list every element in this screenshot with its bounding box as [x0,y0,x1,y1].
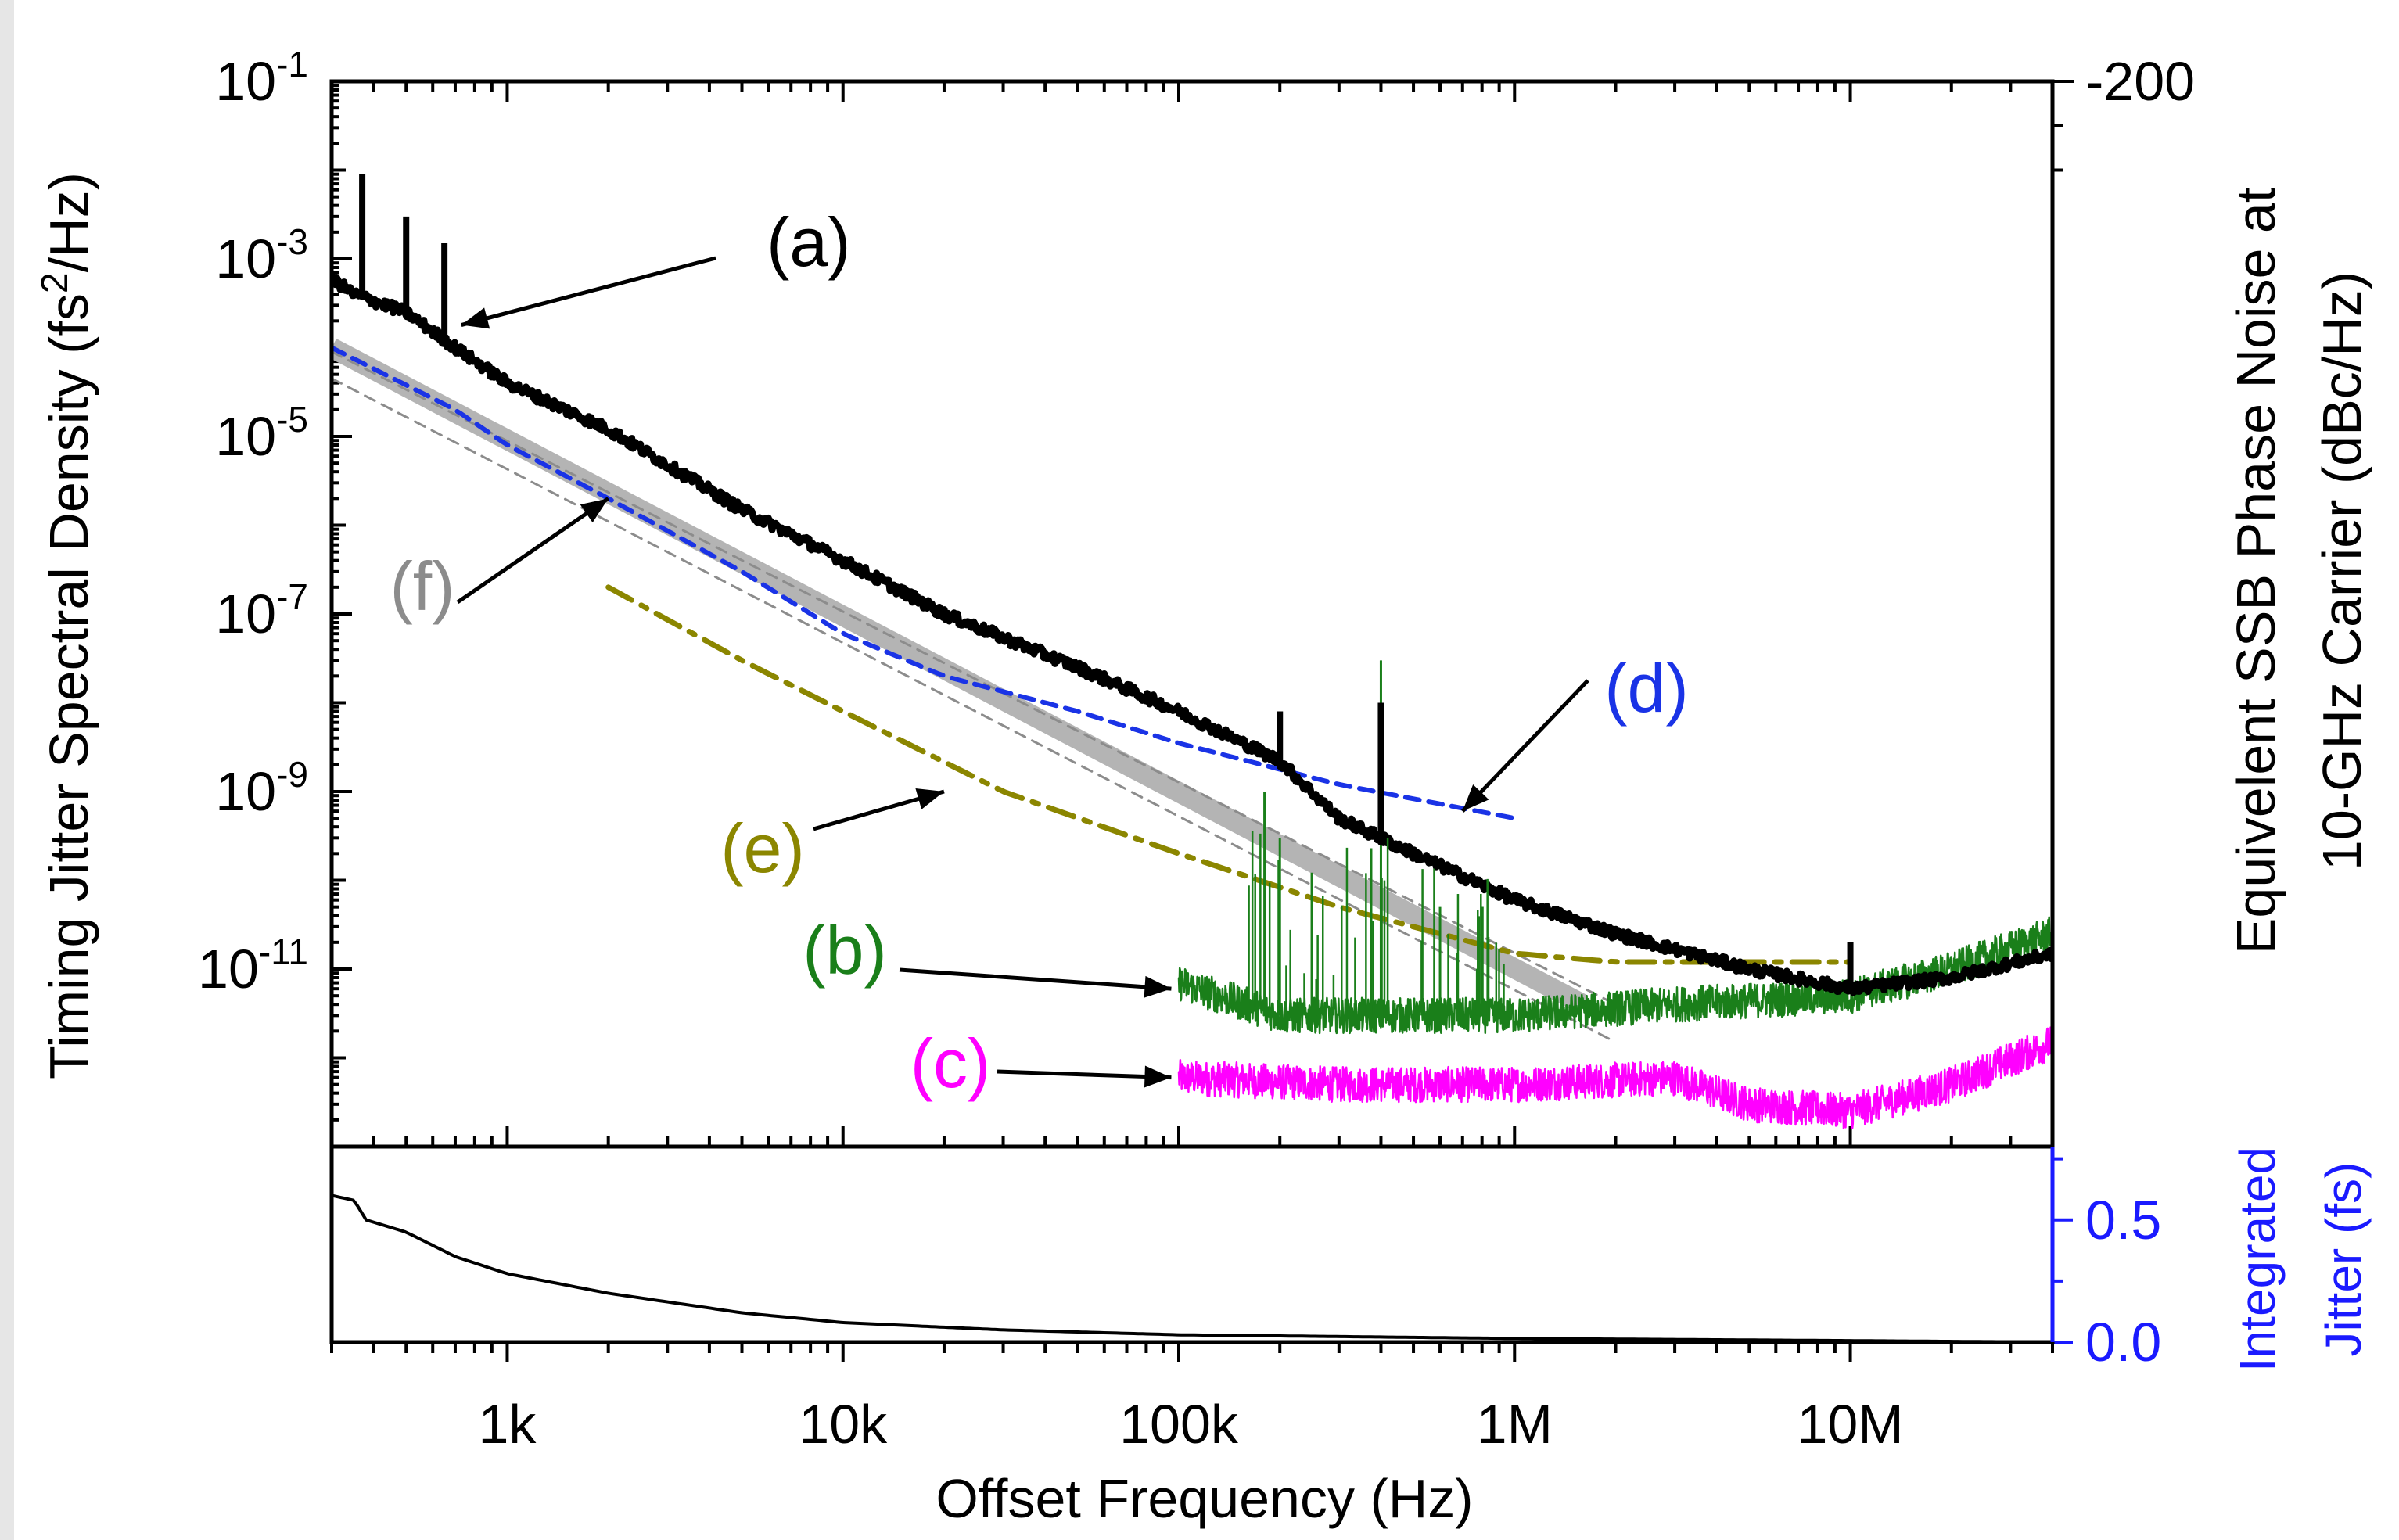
y-tick-label-left: 10-11 [198,932,308,1000]
y-tick-label-left: 10-5 [215,399,308,467]
integrated-jitter-series [332,1194,2052,1342]
series-line-e [605,584,1854,965]
annotation-arrowhead [580,498,609,523]
bottom-y-label-line1: Integrated [2229,1147,2286,1372]
annotation-label: (b) [803,911,887,989]
series-line-guide [332,377,1617,1043]
x-axis-label: Offset Frequency (Hz) [936,1468,1473,1529]
y-tick-label-left: 10-1 [215,44,308,112]
annotation-arrow [899,967,1172,991]
y-axis-label-left: Timing Jitter Spectral Density (fs2/Hz) [34,172,99,1079]
y-tick-label-left: 10-3 [215,221,308,289]
annotation-label: (a) [767,203,851,281]
annotations: (a) (b) (c) (d) (e) (f) [390,203,1688,1102]
y-tick-label-left: 10-9 [215,754,308,822]
tick-labels: 1k 10k 100k 1M 10M 10-1 10-3 10-5 10-7 10-9 10-11 -… [198,44,2195,1455]
series-line-c [1177,1024,2052,1130]
annotation-label: (d) [1604,649,1689,727]
annotation-label: (f) [390,547,454,625]
series-line-d [332,345,1517,821]
bottom-y-label-line2: Jitter (fs) [2315,1162,2372,1357]
y-axis-label-right-line1: Equivelent SSB Phase Noise at [2225,188,2286,955]
annotation-label: (c) [910,1025,991,1102]
y-tick-label-bottom: 0.5 [2085,1190,2161,1251]
bottom-plot-frame [329,1144,2055,1344]
annotation-label: (e) [720,809,805,887]
x-tick-label: 1k [478,1394,537,1455]
x-tick-label: 1M [1477,1394,1553,1455]
integrated-jitter-line [332,1194,2052,1342]
annotation-arrow [1460,679,1589,813]
annotation-arrowhead [1144,1065,1172,1088]
annotation-arrowhead [1144,975,1172,998]
x-tick-label: 10k [799,1394,888,1455]
annotation-arrow [456,497,610,605]
x-tick-label: 10M [1797,1394,1903,1455]
left-margin-strip [0,0,14,1540]
annotation-arrowhead [915,788,944,809]
annotation-arrowhead [461,307,490,329]
series-line-a [332,270,2052,996]
y-axis-label-right-line2: 10-GHz Carrier (dBc/Hz) [2311,271,2372,871]
y-tick-label-right: -200 [2085,51,2195,112]
y-tick-label-left: 10-7 [215,576,308,644]
annotation-arrow [461,256,716,327]
series-line-guide [332,350,1617,1006]
y-tick-label-bottom: 0.0 [2085,1312,2161,1373]
annotation-arrowhead [1462,784,1489,812]
plot-series [332,174,2052,1130]
x-tick-label: 100k [1119,1394,1239,1455]
annotation-arrow [997,1069,1172,1080]
